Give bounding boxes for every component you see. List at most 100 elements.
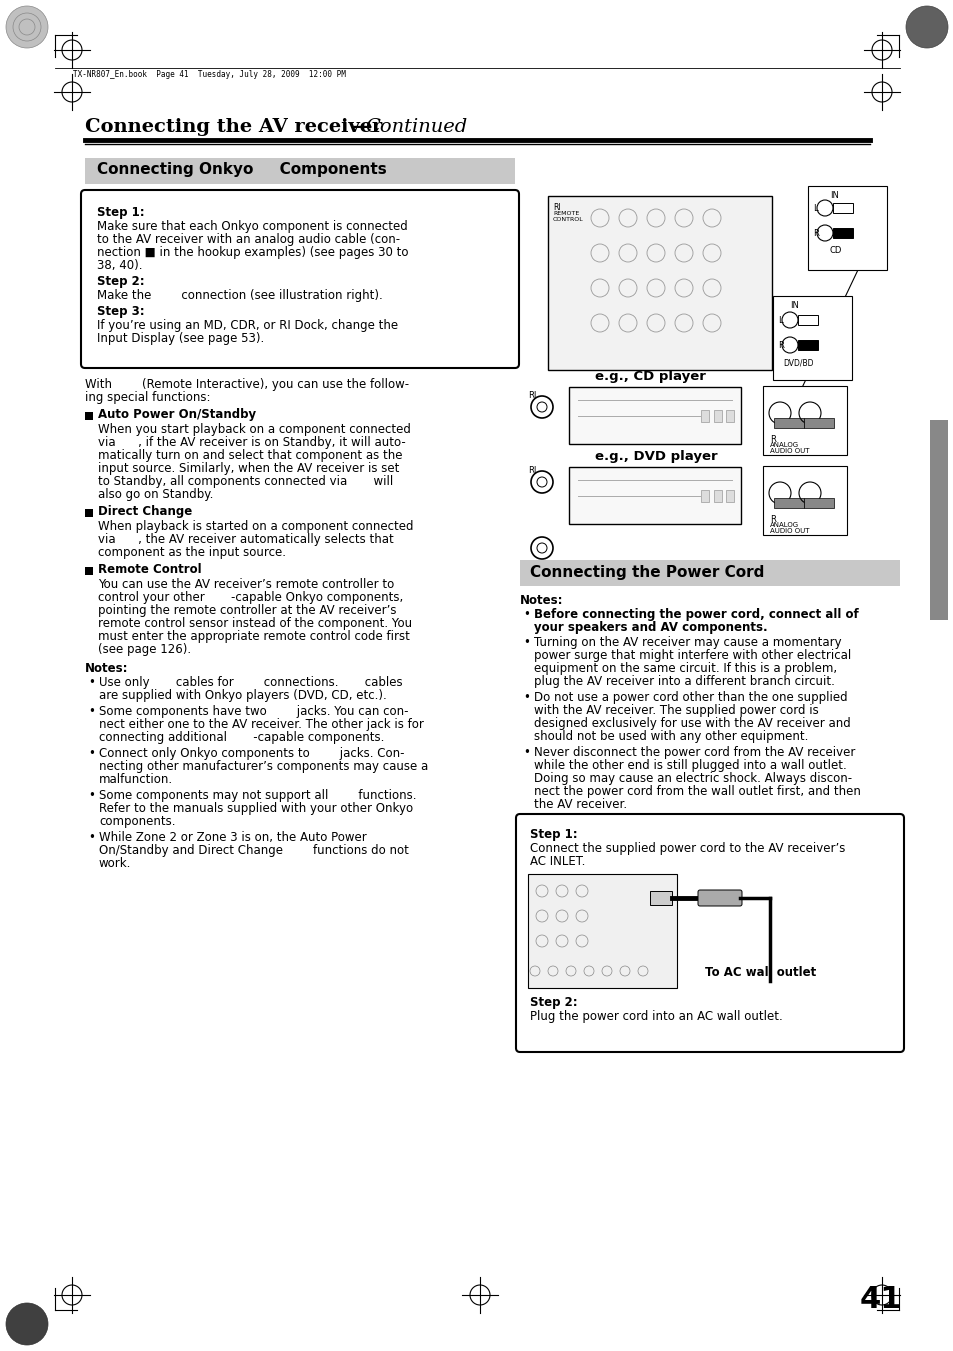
Text: remote control sensor instead of the component. You: remote control sensor instead of the com…: [98, 617, 412, 630]
Text: Some components have two        jacks. You can con-: Some components have two jacks. You can …: [99, 705, 408, 717]
Bar: [85, 567, 92, 576]
Text: R: R: [769, 435, 775, 444]
Text: Step 1:: Step 1:: [530, 828, 577, 842]
Text: If you’re using an MD, CDR, or RI Dock, change the: If you’re using an MD, CDR, or RI Dock, …: [97, 319, 397, 332]
Text: •: •: [88, 747, 94, 761]
Text: to Standby, all components connected via       will: to Standby, all components connected via…: [98, 476, 393, 488]
Bar: [832, 228, 852, 238]
Text: —: —: [353, 118, 372, 136]
Bar: [832, 203, 852, 213]
Bar: [700, 490, 708, 503]
Text: Step 2:: Step 2:: [530, 996, 577, 1009]
Bar: [725, 409, 733, 422]
Circle shape: [905, 5, 947, 49]
Text: REMOTE: REMOTE: [553, 211, 578, 216]
Text: •: •: [88, 789, 94, 802]
Text: CONTROL: CONTROL: [553, 218, 583, 222]
Text: Notes:: Notes:: [85, 662, 129, 676]
Text: Notes:: Notes:: [519, 594, 563, 607]
Text: e.g., CD player: e.g., CD player: [595, 370, 705, 382]
Bar: [85, 158, 515, 184]
Text: 41: 41: [859, 1285, 902, 1315]
Text: nect the power cord from the wall outlet first, and then: nect the power cord from the wall outlet…: [534, 785, 860, 798]
Text: necting other manufacturer’s components may cause a: necting other manufacturer’s components …: [99, 761, 428, 773]
Text: IN: IN: [789, 301, 798, 309]
Text: AC INLET.: AC INLET.: [530, 855, 585, 867]
Text: CD: CD: [829, 246, 841, 255]
Text: designed exclusively for use with the AV receiver and: designed exclusively for use with the AV…: [534, 717, 850, 730]
Text: IN: IN: [829, 190, 838, 200]
Text: via      , if the AV receiver is on Standby, it will auto-: via , if the AV receiver is on Standby, …: [98, 436, 405, 449]
FancyBboxPatch shape: [516, 815, 903, 1052]
Text: Step 3:: Step 3:: [97, 305, 145, 317]
Text: equipment on the same circuit. If this is a problem,: equipment on the same circuit. If this i…: [534, 662, 836, 676]
Text: malfunction.: malfunction.: [99, 773, 172, 786]
Text: •: •: [522, 746, 529, 759]
FancyBboxPatch shape: [762, 466, 846, 535]
Text: L: L: [812, 204, 817, 213]
Text: L: L: [778, 316, 781, 326]
Text: matically turn on and select that component as the: matically turn on and select that compon…: [98, 449, 402, 462]
Text: with the AV receiver. The supplied power cord is: with the AV receiver. The supplied power…: [534, 704, 818, 717]
Bar: [519, 561, 899, 586]
Text: nect either one to the AV receiver. The other jack is for: nect either one to the AV receiver. The …: [99, 717, 423, 731]
FancyBboxPatch shape: [568, 386, 740, 444]
Bar: [700, 409, 708, 422]
FancyBboxPatch shape: [807, 186, 886, 270]
Text: DVD/BD: DVD/BD: [782, 358, 813, 367]
Text: Do not use a power cord other than the one supplied: Do not use a power cord other than the o…: [534, 690, 846, 704]
Text: Input Display (see page 53).: Input Display (see page 53).: [97, 332, 264, 345]
Text: Connecting the Power Cord: Connecting the Power Cord: [530, 565, 763, 580]
Text: •: •: [522, 636, 529, 648]
Text: When you start playback on a component connected: When you start playback on a component c…: [98, 423, 411, 436]
Text: while the other end is still plugged into a wall outlet.: while the other end is still plugged int…: [534, 759, 846, 771]
Circle shape: [6, 5, 48, 49]
Text: R: R: [769, 515, 775, 524]
Text: Connect the supplied power cord to the AV receiver’s: Connect the supplied power cord to the A…: [530, 842, 844, 855]
Text: control your other       -capable Onkyo components,: control your other -capable Onkyo compon…: [98, 590, 403, 604]
Text: (see page 126).: (see page 126).: [98, 643, 191, 657]
Text: To AC wall outlet: To AC wall outlet: [704, 966, 816, 979]
Text: components.: components.: [99, 815, 175, 828]
Text: With        (Remote Interactive), you can use the follow-: With (Remote Interactive), you can use t…: [85, 378, 409, 390]
Text: R: R: [778, 340, 783, 350]
Text: Make sure that each Onkyo component is connected: Make sure that each Onkyo component is c…: [97, 220, 407, 232]
Bar: [773, 499, 803, 508]
Text: •: •: [522, 690, 529, 704]
Text: Auto Power On/Standby: Auto Power On/Standby: [98, 408, 255, 422]
Bar: [929, 420, 947, 620]
FancyBboxPatch shape: [81, 190, 518, 367]
FancyBboxPatch shape: [762, 386, 846, 455]
Text: should not be used with any other equipment.: should not be used with any other equipm…: [534, 730, 807, 743]
Text: work.: work.: [99, 857, 132, 870]
Text: Never disconnect the power cord from the AV receiver: Never disconnect the power cord from the…: [534, 746, 855, 759]
Text: TX-NR807_En.book  Page 41  Tuesday, July 28, 2009  12:00 PM: TX-NR807_En.book Page 41 Tuesday, July 2…: [73, 70, 346, 78]
Bar: [797, 315, 817, 326]
Text: When playback is started on a component connected: When playback is started on a component …: [98, 520, 413, 534]
Bar: [803, 417, 833, 428]
Text: On/Standby and Direct Change        functions do not: On/Standby and Direct Change functions d…: [99, 844, 409, 857]
Text: the AV receiver.: the AV receiver.: [534, 798, 626, 811]
Text: Remote Control: Remote Control: [98, 563, 201, 576]
Bar: [725, 490, 733, 503]
Text: •: •: [522, 608, 529, 621]
FancyBboxPatch shape: [547, 196, 771, 370]
Text: You can use the AV receiver’s remote controller to: You can use the AV receiver’s remote con…: [98, 578, 394, 590]
Text: input source. Similarly, when the AV receiver is set: input source. Similarly, when the AV rec…: [98, 462, 399, 476]
Text: power surge that might interfere with other electrical: power surge that might interfere with ot…: [534, 648, 850, 662]
Text: •: •: [88, 705, 94, 717]
FancyBboxPatch shape: [772, 296, 851, 380]
FancyBboxPatch shape: [568, 467, 740, 524]
Bar: [713, 490, 721, 503]
Text: ANALOG: ANALOG: [769, 521, 799, 528]
Text: AUDIO OUT: AUDIO OUT: [769, 528, 809, 534]
Text: Use only       cables for        connections.       cables: Use only cables for connections. cables: [99, 676, 402, 689]
Text: Step 1:: Step 1:: [97, 205, 145, 219]
Text: Refer to the manuals supplied with your other Onkyo: Refer to the manuals supplied with your …: [99, 802, 413, 815]
Text: AUDIO OUT: AUDIO OUT: [769, 449, 809, 454]
Text: Continued: Continued: [365, 118, 467, 136]
Text: Direct Change: Direct Change: [98, 505, 193, 517]
Bar: [803, 499, 833, 508]
Text: connecting additional       -capable components.: connecting additional -capable component…: [99, 731, 384, 744]
Bar: [85, 412, 92, 420]
